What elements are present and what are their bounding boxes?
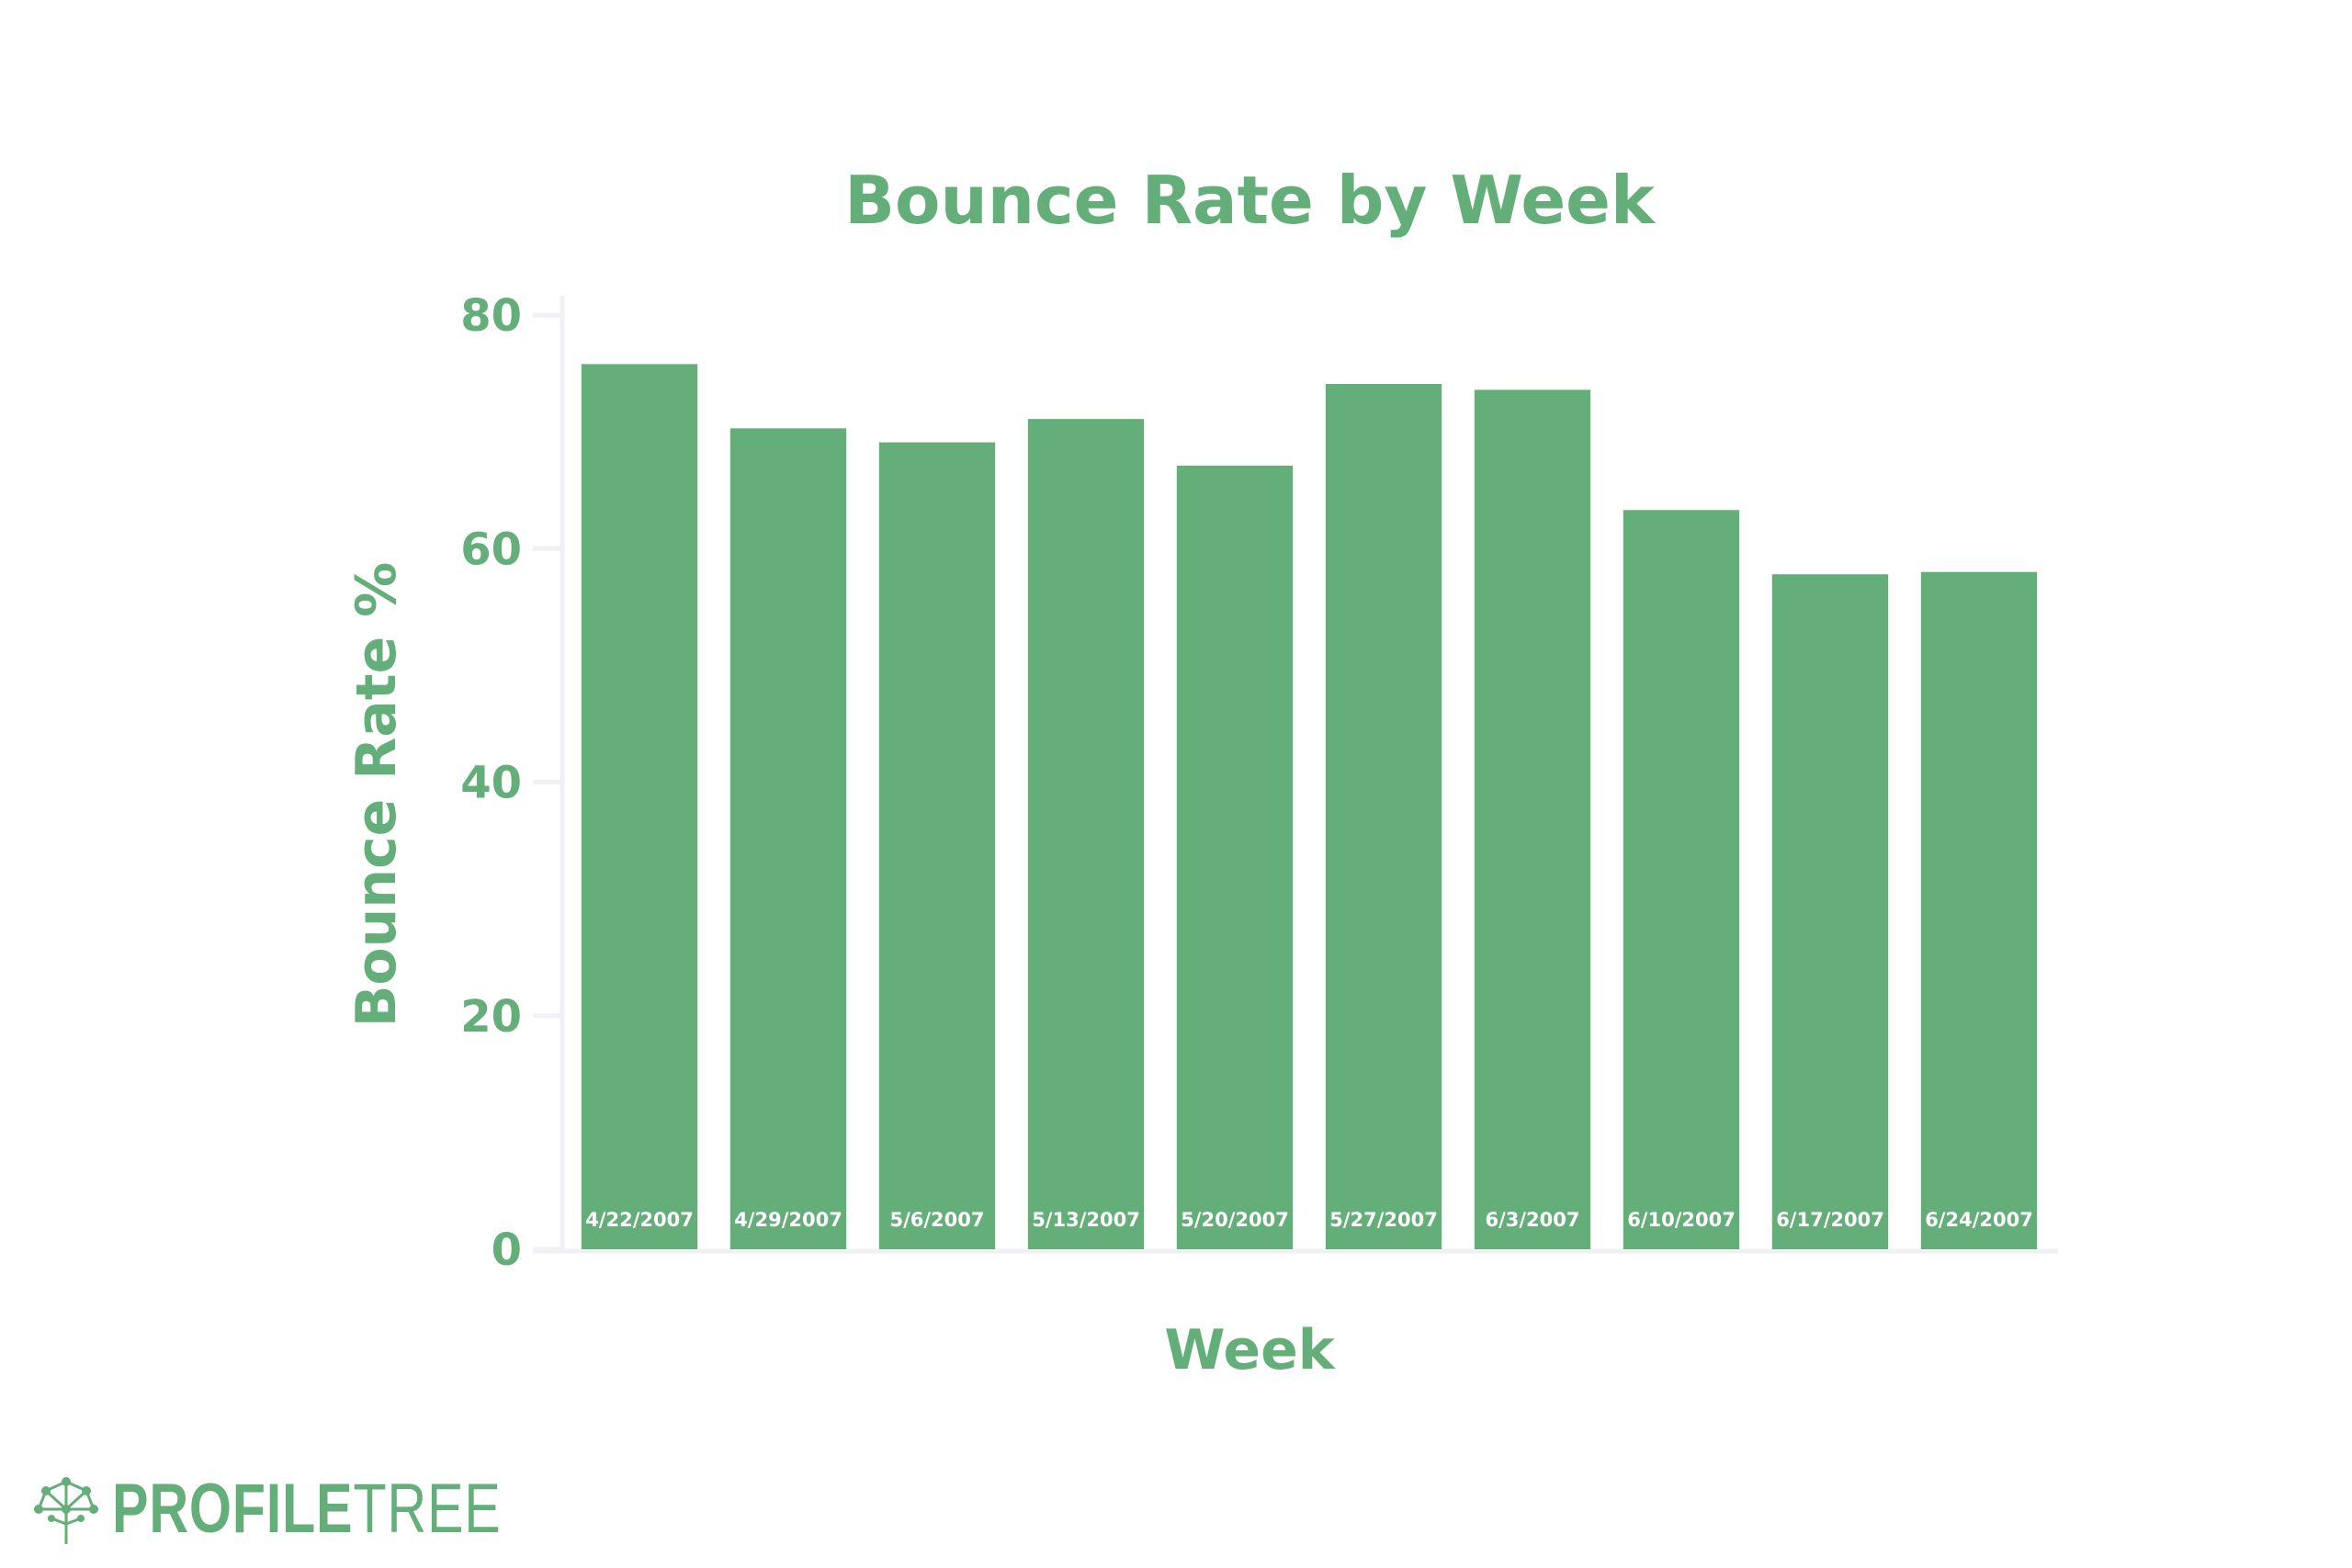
bar — [1771, 574, 1889, 1249]
bar — [1920, 571, 2038, 1249]
bar-category-label: 5/27/2007 — [1329, 1209, 1438, 1231]
bar — [729, 428, 847, 1249]
tree-network-icon — [34, 1477, 98, 1544]
brand-wordmark: PROFILETREE — [112, 1474, 502, 1544]
bar — [878, 442, 996, 1249]
bar-category-label: 5/13/2007 — [1032, 1209, 1140, 1231]
x-axis-title: Week — [1164, 1318, 1336, 1382]
y-tick-label: 60 — [460, 524, 522, 575]
bar-category-label: 5/20/2007 — [1181, 1209, 1289, 1231]
y-tick-label: 20 — [460, 991, 522, 1043]
y-axis-title: Bounce Rate % — [345, 562, 409, 1028]
bar-category-label: 6/17/2007 — [1776, 1209, 1884, 1231]
chart-title: Bounce Rate by Week — [844, 162, 1657, 239]
bar — [1623, 510, 1740, 1249]
brand-wordmark-strong: PROFILE — [112, 1470, 354, 1548]
bar-category-label: 6/24/2007 — [1925, 1209, 2033, 1231]
bar-category-label: 6/10/2007 — [1627, 1209, 1736, 1231]
bar-category-label: 5/6/2007 — [889, 1209, 984, 1231]
y-tick-label: 40 — [460, 758, 522, 809]
bar-category-label: 4/22/2007 — [585, 1209, 694, 1231]
bar — [581, 364, 698, 1250]
bar — [1176, 465, 1294, 1250]
bar — [1325, 384, 1442, 1249]
y-tick-label: 80 — [460, 290, 522, 342]
bar-category-labels: 4/22/2007 4/29/2007 5/6/2007 5/13/2007 5/20/… — [585, 1209, 2033, 1231]
bar-category-label: 6/3/2007 — [1485, 1209, 1579, 1231]
brand-wordmark-light: TREE — [353, 1470, 502, 1548]
bar-category-label: 4/29/2007 — [734, 1209, 842, 1231]
y-tick-labels: 0 20 40 60 80 — [460, 290, 562, 1276]
bars — [581, 364, 2038, 1250]
y-tick-label: 0 — [492, 1224, 522, 1276]
bar — [1474, 389, 1591, 1249]
brand-logo: PROFILETREE — [33, 1468, 611, 1551]
bar — [1027, 419, 1145, 1249]
